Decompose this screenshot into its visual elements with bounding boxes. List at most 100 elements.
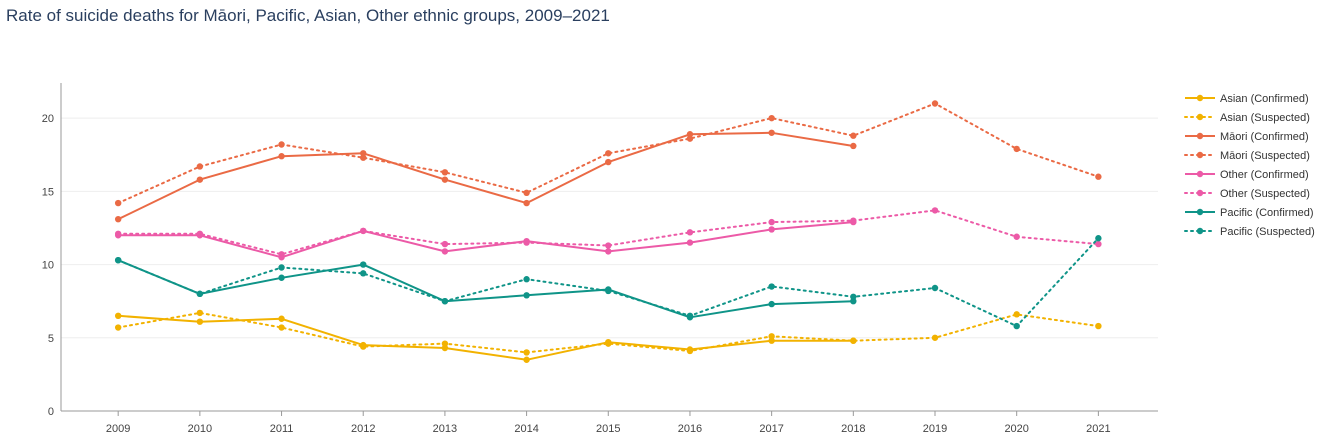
legend-item-m-ori-suspected[interactable]: Māori (Suspected) [1220, 150, 1310, 162]
data-point-pacific-confirmed [850, 297, 857, 305]
data-point-asian-suspected [1013, 311, 1020, 318]
data-point-pacific-suspected [523, 276, 530, 283]
x-tick-label: 2021 [1086, 423, 1110, 435]
legend-marker-pacific-confirmed[interactable] [1196, 208, 1204, 216]
x-tick-label: 2017 [759, 423, 783, 435]
legend-marker-pacific-suspected[interactable] [1196, 227, 1204, 235]
data-point-pacific-suspected [850, 293, 857, 300]
data-point-m-ori-confirmed [523, 199, 530, 207]
data-point-m-ori-confirmed [605, 158, 612, 166]
legend-marker-other-confirmed[interactable] [1196, 170, 1204, 178]
series-line-pacific-confirmed [117, 259, 854, 319]
data-point-asian-confirmed [523, 356, 530, 363]
data-point-pacific-suspected [360, 270, 367, 277]
data-point-pacific-suspected [686, 312, 694, 320]
data-point-asian-confirmed [441, 344, 449, 352]
y-tick-label: 20 [42, 113, 54, 125]
data-point-m-ori-confirmed [360, 150, 367, 157]
data-point-m-ori-suspected [1013, 145, 1020, 153]
data-point-asian-suspected [850, 337, 857, 344]
data-point-m-ori-suspected [768, 114, 775, 122]
data-point-asian-suspected [605, 340, 612, 347]
legend-item-pacific-confirmed[interactable]: Pacific (Confirmed) [1220, 207, 1314, 219]
data-point-m-ori-suspected [196, 163, 204, 170]
data-point-asian-suspected [931, 334, 939, 341]
legend-marker-other-suspected[interactable] [1196, 189, 1204, 197]
data-point-asian-suspected [686, 347, 694, 355]
data-point-m-ori-confirmed [114, 215, 122, 223]
data-point-other-suspected [1013, 233, 1020, 240]
data-point-m-ori-suspected [850, 132, 857, 139]
series-line-m-ori-confirmed [117, 131, 854, 221]
data-point-m-ori-suspected [1095, 173, 1102, 180]
data-point-m-ori-suspected [114, 199, 122, 207]
data-point-pacific-suspected [1013, 322, 1020, 330]
x-tick-label: 2010 [188, 423, 212, 435]
data-point-other-suspected [768, 218, 775, 226]
data-point-asian-confirmed [768, 337, 775, 344]
data-point-m-ori-suspected [686, 135, 694, 142]
data-point-other-confirmed [768, 226, 775, 233]
data-point-pacific-confirmed [360, 261, 367, 268]
data-point-asian-suspected [360, 343, 367, 350]
data-point-m-ori-confirmed [278, 153, 285, 160]
y-tick-label: 10 [42, 260, 54, 272]
data-point-other-suspected [931, 207, 939, 214]
data-point-m-ori-confirmed [441, 176, 449, 183]
x-tick-label: 2020 [1004, 423, 1028, 435]
data-point-asian-suspected [196, 309, 204, 317]
data-point-pacific-suspected [931, 284, 939, 292]
data-point-other-suspected [441, 240, 449, 248]
legend-marker-asian-confirmed[interactable] [1196, 94, 1204, 102]
data-point-asian-suspected [1095, 322, 1102, 330]
data-point-pacific-suspected [114, 256, 122, 264]
data-point-pacific-confirmed [278, 274, 285, 281]
data-point-pacific-suspected [1095, 235, 1102, 242]
data-point-asian-suspected [768, 333, 775, 340]
x-tick-label: 2016 [678, 423, 702, 435]
y-tick-label: 5 [48, 333, 54, 345]
legend-item-asian-confirmed[interactable]: Asian (Confirmed) [1220, 93, 1309, 105]
legend-item-m-ori-confirmed[interactable]: Māori (Confirmed) [1220, 131, 1309, 143]
data-point-pacific-suspected [441, 297, 449, 305]
data-point-asian-suspected [523, 349, 530, 356]
data-point-pacific-confirmed [523, 292, 530, 299]
data-point-pacific-confirmed [768, 300, 775, 308]
legend-marker-m-ori-suspected[interactable] [1196, 151, 1204, 159]
data-point-m-ori-suspected [278, 141, 285, 148]
series-line-asian-confirmed [118, 314, 854, 361]
data-point-other-suspected [1095, 240, 1102, 248]
data-point-asian-suspected [114, 324, 122, 331]
data-point-m-ori-confirmed [196, 176, 204, 183]
data-point-m-ori-suspected [441, 169, 449, 176]
data-point-m-ori-suspected [931, 100, 939, 107]
data-point-other-confirmed [605, 248, 612, 255]
y-tick-label: 0 [48, 406, 54, 418]
data-point-m-ori-confirmed [768, 129, 775, 136]
x-tick-label: 2011 [270, 423, 294, 435]
x-tick-label: 2014 [514, 423, 538, 435]
data-point-asian-suspected [278, 324, 285, 331]
legend-item-asian-suspected[interactable]: Asian (Suspected) [1220, 112, 1310, 124]
data-point-pacific-suspected [768, 283, 775, 290]
data-point-other-suspected [114, 230, 122, 238]
legend-item-pacific-suspected[interactable]: Pacific (Suspected) [1220, 226, 1315, 238]
x-tick-label: 2019 [923, 423, 947, 435]
data-point-asian-confirmed [196, 318, 204, 325]
chart-title: Rate of suicide deaths for Māori, Pacifi… [6, 6, 610, 25]
legend-marker-asian-suspected[interactable] [1196, 113, 1204, 121]
data-point-other-suspected [196, 230, 204, 238]
data-point-m-ori-suspected [605, 150, 612, 157]
data-point-other-confirmed [686, 239, 694, 246]
legend-marker-m-ori-confirmed[interactable] [1196, 132, 1204, 140]
data-point-pacific-suspected [196, 290, 204, 298]
data-point-asian-confirmed [114, 312, 122, 320]
legend-item-other-suspected[interactable]: Other (Suspected) [1220, 188, 1310, 200]
x-tick-label: 2018 [841, 423, 865, 435]
data-point-asian-confirmed [278, 315, 285, 322]
legend-item-other-confirmed[interactable]: Other (Confirmed) [1220, 169, 1309, 181]
x-tick-label: 2009 [106, 423, 130, 435]
x-tick-label: 2013 [433, 423, 457, 435]
data-point-m-ori-confirmed [686, 131, 694, 138]
